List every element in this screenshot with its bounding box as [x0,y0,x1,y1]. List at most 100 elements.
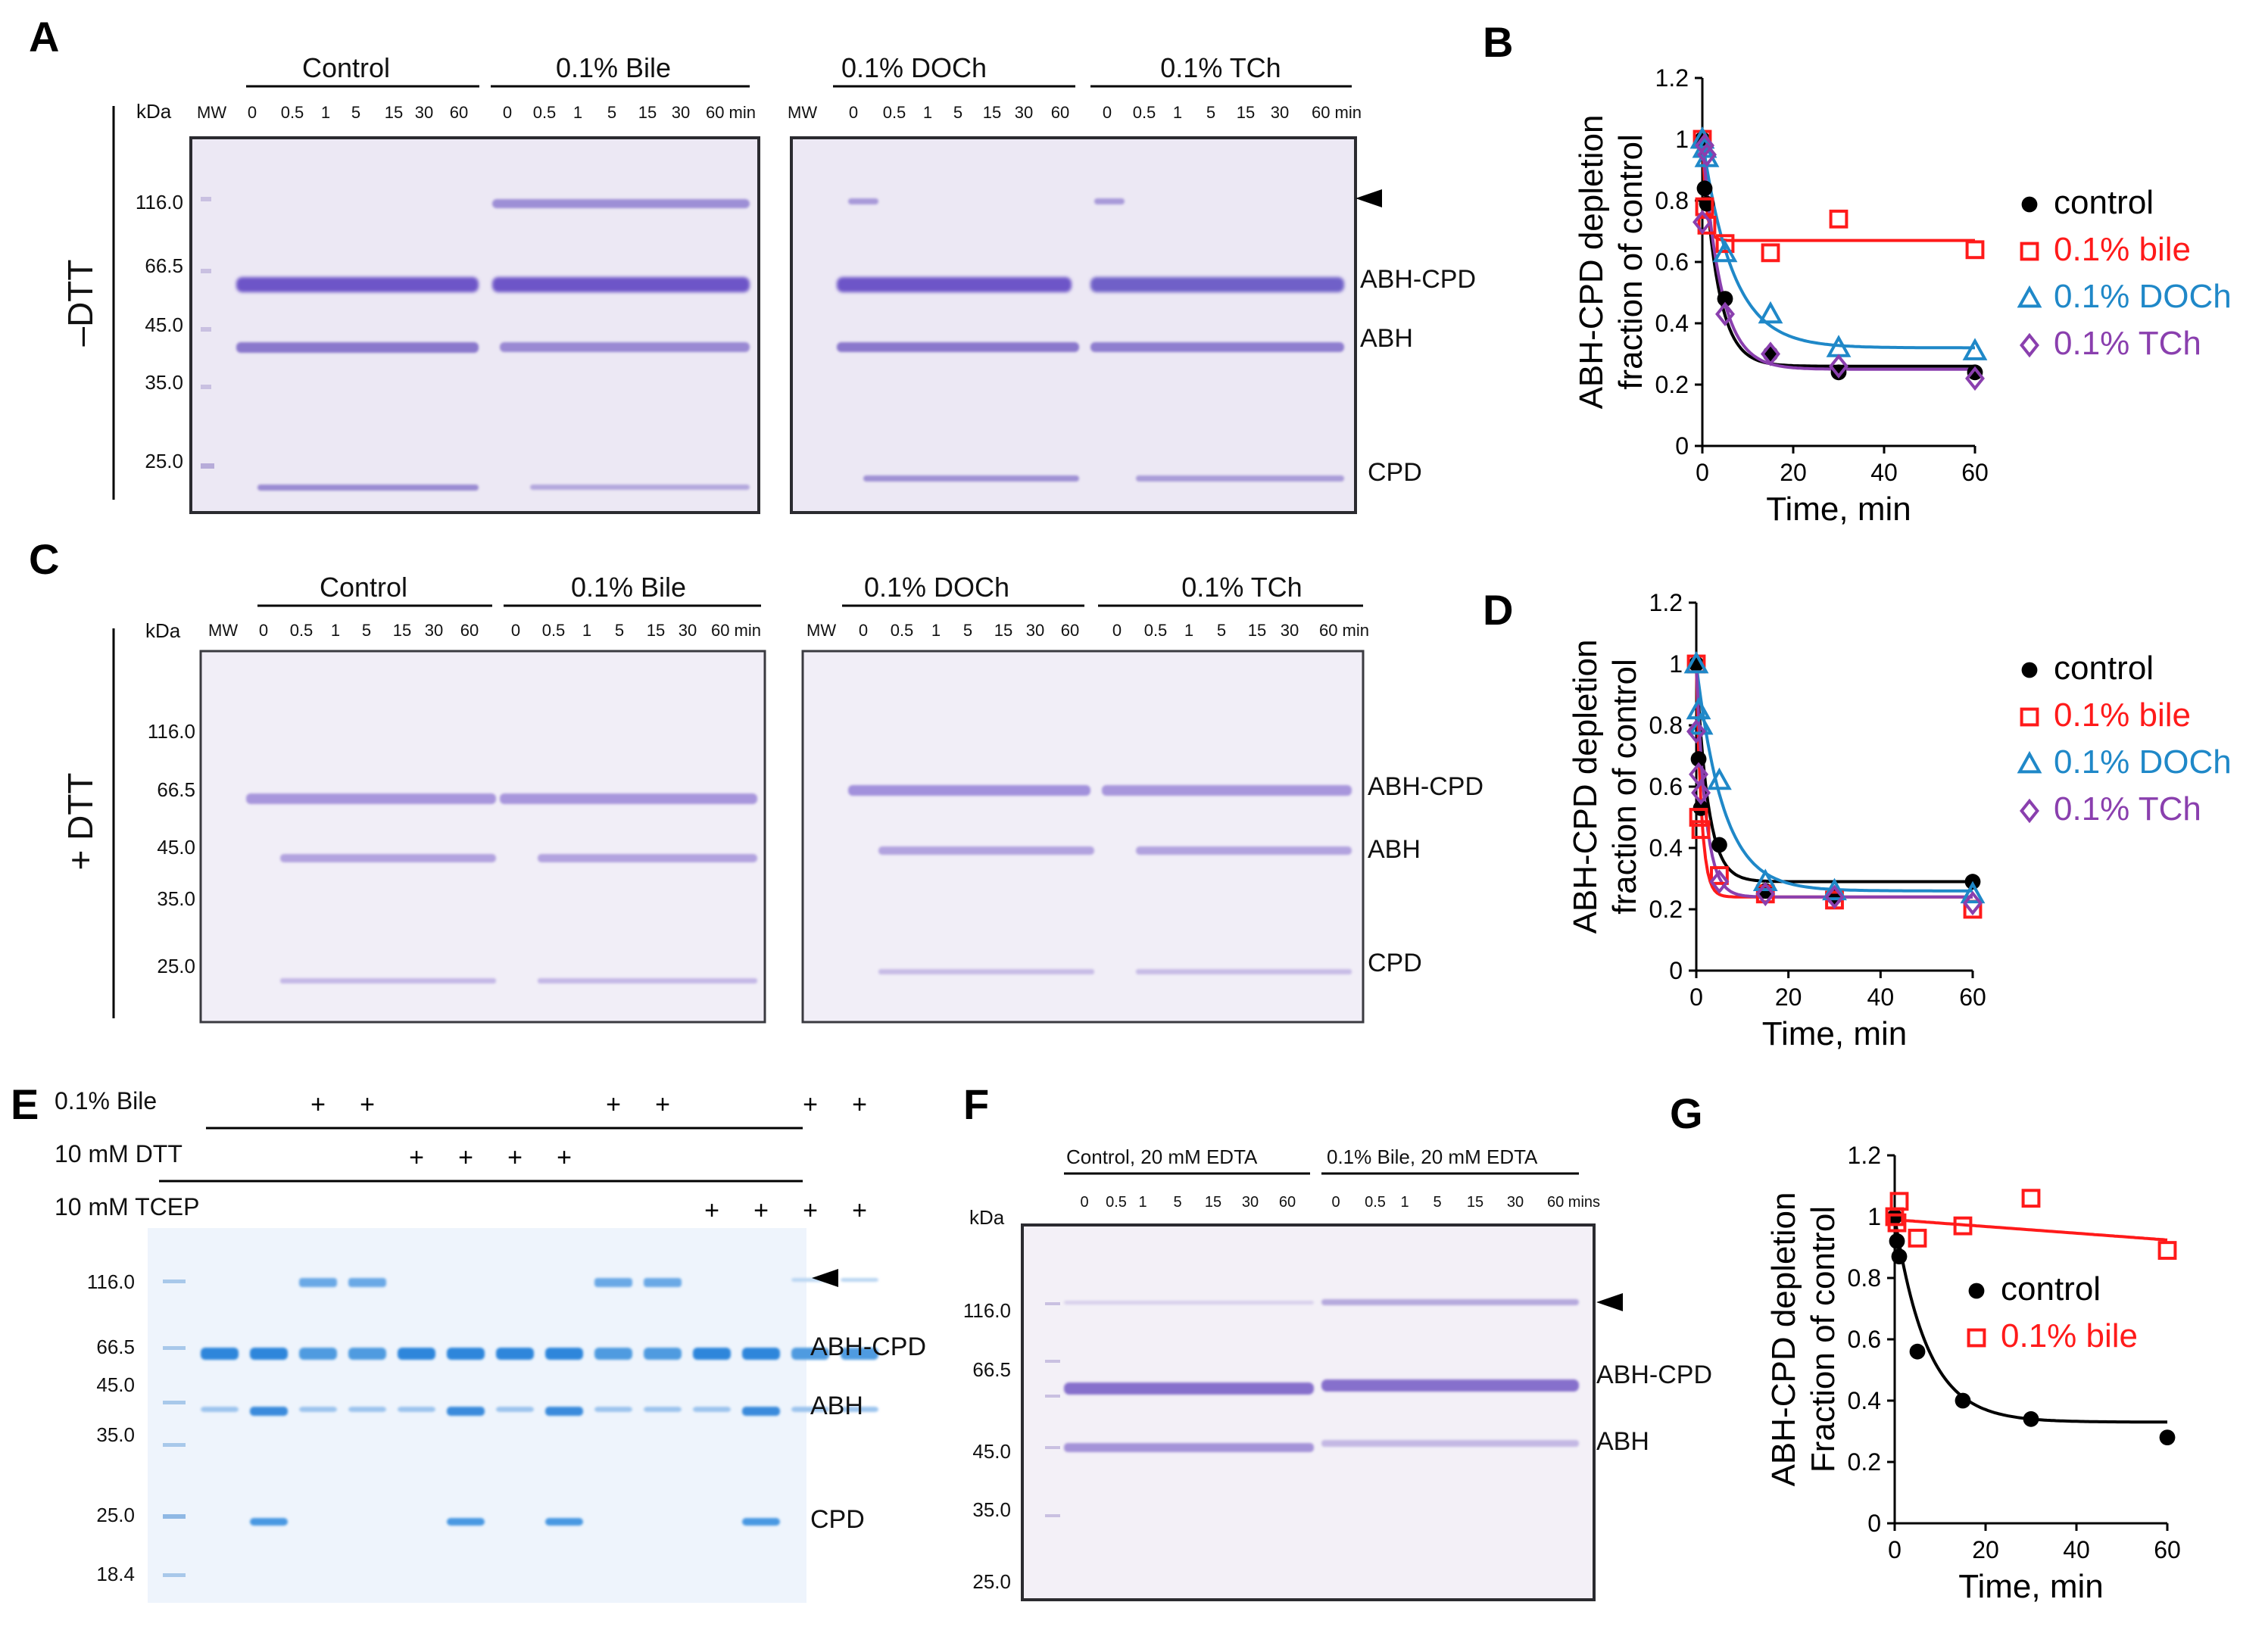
gel-band [250,1348,288,1360]
data-point [1758,301,1783,324]
y-tick-label: 1 [1675,126,1689,153]
marker-label: 25.0 [972,1570,1011,1593]
x-tick-label: 0 [1696,459,1709,486]
panel-e-label: E [11,1080,39,1128]
legend-marker [2020,242,2039,261]
x-tick-label: 40 [1867,983,1895,1011]
panel-c-label: C [29,535,59,583]
band-label: ABH [810,1392,863,1420]
data-point [1830,364,1847,381]
data-point [1715,301,1735,327]
legend-label: 0.1% DOCh [2054,743,2232,781]
panel-a: A –DTT kDa MW MW Control 0.1% Bile 0.1% … [29,13,1476,514]
plus-mark: + [409,1143,424,1172]
data-point [1965,240,1985,260]
fit-line [1701,139,1975,371]
legend-marker [2020,798,2039,824]
legend-marker [2017,285,2042,308]
data-point [1709,869,1730,894]
time-label: 15 [983,103,1001,122]
x-tick-label: 0 [1888,1536,1902,1563]
legend-marker [2017,750,2042,774]
gel-band [398,1348,435,1360]
y-tick-label: 0.2 [1649,896,1683,923]
time-label: 0.5 [883,103,906,122]
gel-band [496,1407,534,1412]
treatment-label: 10 mM DTT [55,1140,183,1167]
marker-label: 35.0 [145,371,183,394]
data-point [1967,364,1983,381]
marker-label: 45.0 [96,1373,135,1396]
band-label: ABH-CPD [1360,265,1476,294]
data-point [1691,820,1711,840]
y-tick-label: 0.8 [1655,187,1689,214]
marker-label: 116.0 [136,191,183,214]
time-label: 0 [1331,1194,1340,1211]
time-label: 0 [859,621,868,640]
marker-label: 25.0 [157,955,195,977]
data-point [1755,881,1776,906]
panel-f: F kDa Control, 20 mM EDTA 0.1% Bile, 20 … [963,1080,1712,1601]
data-point [1962,338,1988,360]
time-label: 1 [1138,1194,1147,1211]
data-point [1965,366,1985,391]
data-point [1707,767,1732,790]
marker-label: 25.0 [96,1504,135,1526]
x-tick-label: 60 [1961,459,1989,486]
time-label: 60 [460,621,479,640]
gel-band [644,1348,682,1360]
mw-label: MW [806,621,836,640]
arrowhead-icon [812,1269,838,1287]
time-label: 1 [331,621,340,640]
time-label: 0.5 [290,621,314,640]
y-tick-label: 0.8 [1848,1264,1881,1292]
legend-marker [2021,196,2038,213]
fit-line [1695,663,1973,893]
data-point [2023,1410,2039,1427]
band-label: CPD [1368,458,1422,487]
time-label: 30 [1271,103,1289,122]
time-label: 1 [582,621,591,640]
fit-line [1695,663,1973,884]
y-axis-label: ABH-CPD depletionfraction of control [1573,115,1649,410]
time-label: 1 [573,103,582,122]
group-label: 0.1% DOCh [864,572,1009,603]
gel-band [594,1407,632,1412]
time-label: 1 [1173,103,1182,122]
time-label: 5 [351,103,360,122]
gel-band [299,1407,337,1412]
data-point [2021,1189,2041,1208]
gel-band [348,1407,386,1412]
y-axis-label: ABH-CPD depletionFraction of control [1765,1192,1842,1487]
plus-mark: + [753,1196,769,1225]
condition-label: –DTT [61,260,100,347]
marker-label: 66.5 [157,778,195,801]
group-label: Control, 20 mM EDTA [1066,1145,1258,1168]
plus-mark: + [458,1143,473,1172]
data-point [1689,808,1708,827]
time-label: 30 [1507,1194,1524,1211]
gel-band [742,1348,780,1360]
fit-line [1701,139,1975,350]
x-tick-label: 20 [1775,983,1802,1011]
y-tick-label: 0.2 [1848,1448,1881,1476]
time-label: 30 [672,103,690,122]
x-axis-label: Time, min [1766,491,1911,528]
data-point [1824,884,1845,910]
time-label: 0.5 [281,103,304,122]
gel-band [250,1518,288,1526]
y-tick-label: 1 [1669,650,1683,678]
data-point [1696,180,1713,197]
y-tick-label: 0 [1675,432,1689,460]
legend-label: control [2054,184,2154,221]
gel-band [398,1407,435,1412]
y-tick-label: 1.2 [1649,589,1683,616]
gel-band [841,1407,878,1412]
gel-band [742,1407,780,1416]
marker-label: 116.0 [963,1299,1011,1322]
kda-label: kDa [145,619,181,642]
chart-b: 0 0.2 0.4 0.6 0.8 1 1.2 0 20 40 60 Time, min ABH-CPD… [1573,64,2232,528]
plus-mark: + [360,1090,375,1119]
plus-mark: + [606,1090,621,1119]
data-point [1717,291,1733,307]
